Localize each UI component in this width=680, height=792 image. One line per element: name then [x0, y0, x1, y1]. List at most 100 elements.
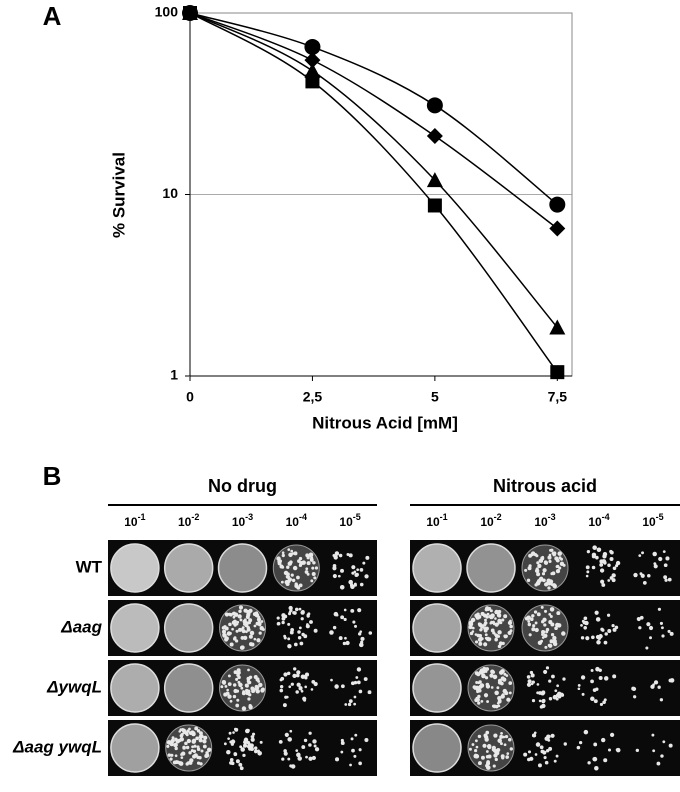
colony: [556, 611, 561, 616]
colony: [305, 567, 309, 571]
colony: [494, 757, 498, 762]
colony: [340, 750, 344, 754]
colony: [578, 740, 583, 745]
colony: [554, 626, 558, 631]
colony: [246, 689, 251, 694]
colony: [223, 742, 227, 746]
colony: [229, 757, 234, 762]
colony: [487, 637, 492, 641]
strain-label: Δaag: [60, 617, 102, 636]
colony: [553, 759, 557, 763]
colony: [529, 670, 534, 675]
colony: [580, 636, 585, 640]
colony: [340, 615, 345, 620]
colony: [537, 563, 542, 569]
colony: [281, 757, 285, 761]
colony: [229, 699, 233, 703]
colony: [198, 738, 203, 743]
colony: [340, 568, 344, 573]
colony: [293, 551, 298, 556]
dilution-label: 10-1: [426, 512, 447, 529]
colony: [235, 759, 240, 764]
colony: [257, 615, 261, 619]
colony: [509, 624, 513, 629]
group-title: No drug: [208, 476, 277, 496]
colony: [659, 621, 663, 625]
colony: [607, 579, 611, 582]
colony: [241, 706, 247, 711]
x-axis-title: Nitrous Acid [mM]: [312, 413, 458, 432]
spot: [110, 723, 160, 773]
colony: [301, 632, 305, 637]
colony: [478, 641, 483, 646]
colony: [311, 755, 316, 761]
colony: [596, 547, 602, 553]
colony: [279, 688, 284, 693]
x-tick-label: 7,5: [548, 389, 568, 405]
colony: [240, 747, 245, 752]
colony: [298, 686, 303, 691]
colony: [298, 607, 302, 611]
colony: [334, 684, 339, 689]
colony: [471, 743, 475, 746]
colony: [490, 686, 494, 689]
colony: [206, 747, 212, 752]
colony: [599, 568, 605, 573]
colony: [313, 628, 318, 633]
colony: [311, 566, 315, 570]
colony: [248, 618, 253, 623]
colony: [492, 749, 496, 753]
colony: [501, 756, 505, 760]
colony: [253, 624, 257, 628]
colony: [237, 614, 242, 619]
colony: [540, 691, 545, 696]
colony: [308, 756, 313, 761]
colony: [556, 564, 560, 569]
colony: [304, 672, 310, 677]
colony: [242, 690, 246, 694]
colony: [485, 763, 489, 768]
colony: [287, 757, 291, 761]
colony: [358, 761, 362, 766]
colony: [662, 550, 666, 554]
colony: [640, 573, 645, 578]
colony: [542, 617, 547, 622]
colony: [299, 641, 304, 646]
colony: [494, 750, 500, 756]
colony: [649, 636, 652, 640]
colony: [612, 674, 617, 679]
colony: [494, 622, 499, 627]
colony: [505, 755, 510, 759]
colony: [482, 743, 487, 748]
colony: [311, 571, 316, 576]
colony: [283, 614, 288, 619]
colony: [477, 761, 482, 766]
colony: [479, 624, 485, 629]
colony: [536, 683, 540, 686]
colony: [472, 626, 475, 630]
colony: [253, 746, 258, 750]
colony: [638, 626, 642, 630]
colony: [239, 618, 243, 622]
colony: [289, 729, 293, 733]
colony: [236, 698, 240, 702]
colony: [175, 739, 180, 744]
colony: [238, 609, 242, 614]
colony: [555, 754, 559, 758]
colony: [286, 565, 290, 569]
colony: [541, 633, 544, 636]
colony: [257, 679, 261, 683]
colony: [241, 626, 245, 630]
dilution-label: 10-2: [480, 512, 501, 529]
colony: [353, 702, 357, 706]
colony: [364, 574, 369, 579]
colony: [245, 684, 249, 688]
colony: [235, 677, 239, 681]
colony: [248, 675, 253, 679]
colony: [556, 684, 560, 688]
spot: [110, 663, 160, 713]
colony: [547, 555, 552, 560]
colony: [480, 699, 484, 703]
colony: [199, 762, 203, 766]
colony: [485, 750, 489, 753]
